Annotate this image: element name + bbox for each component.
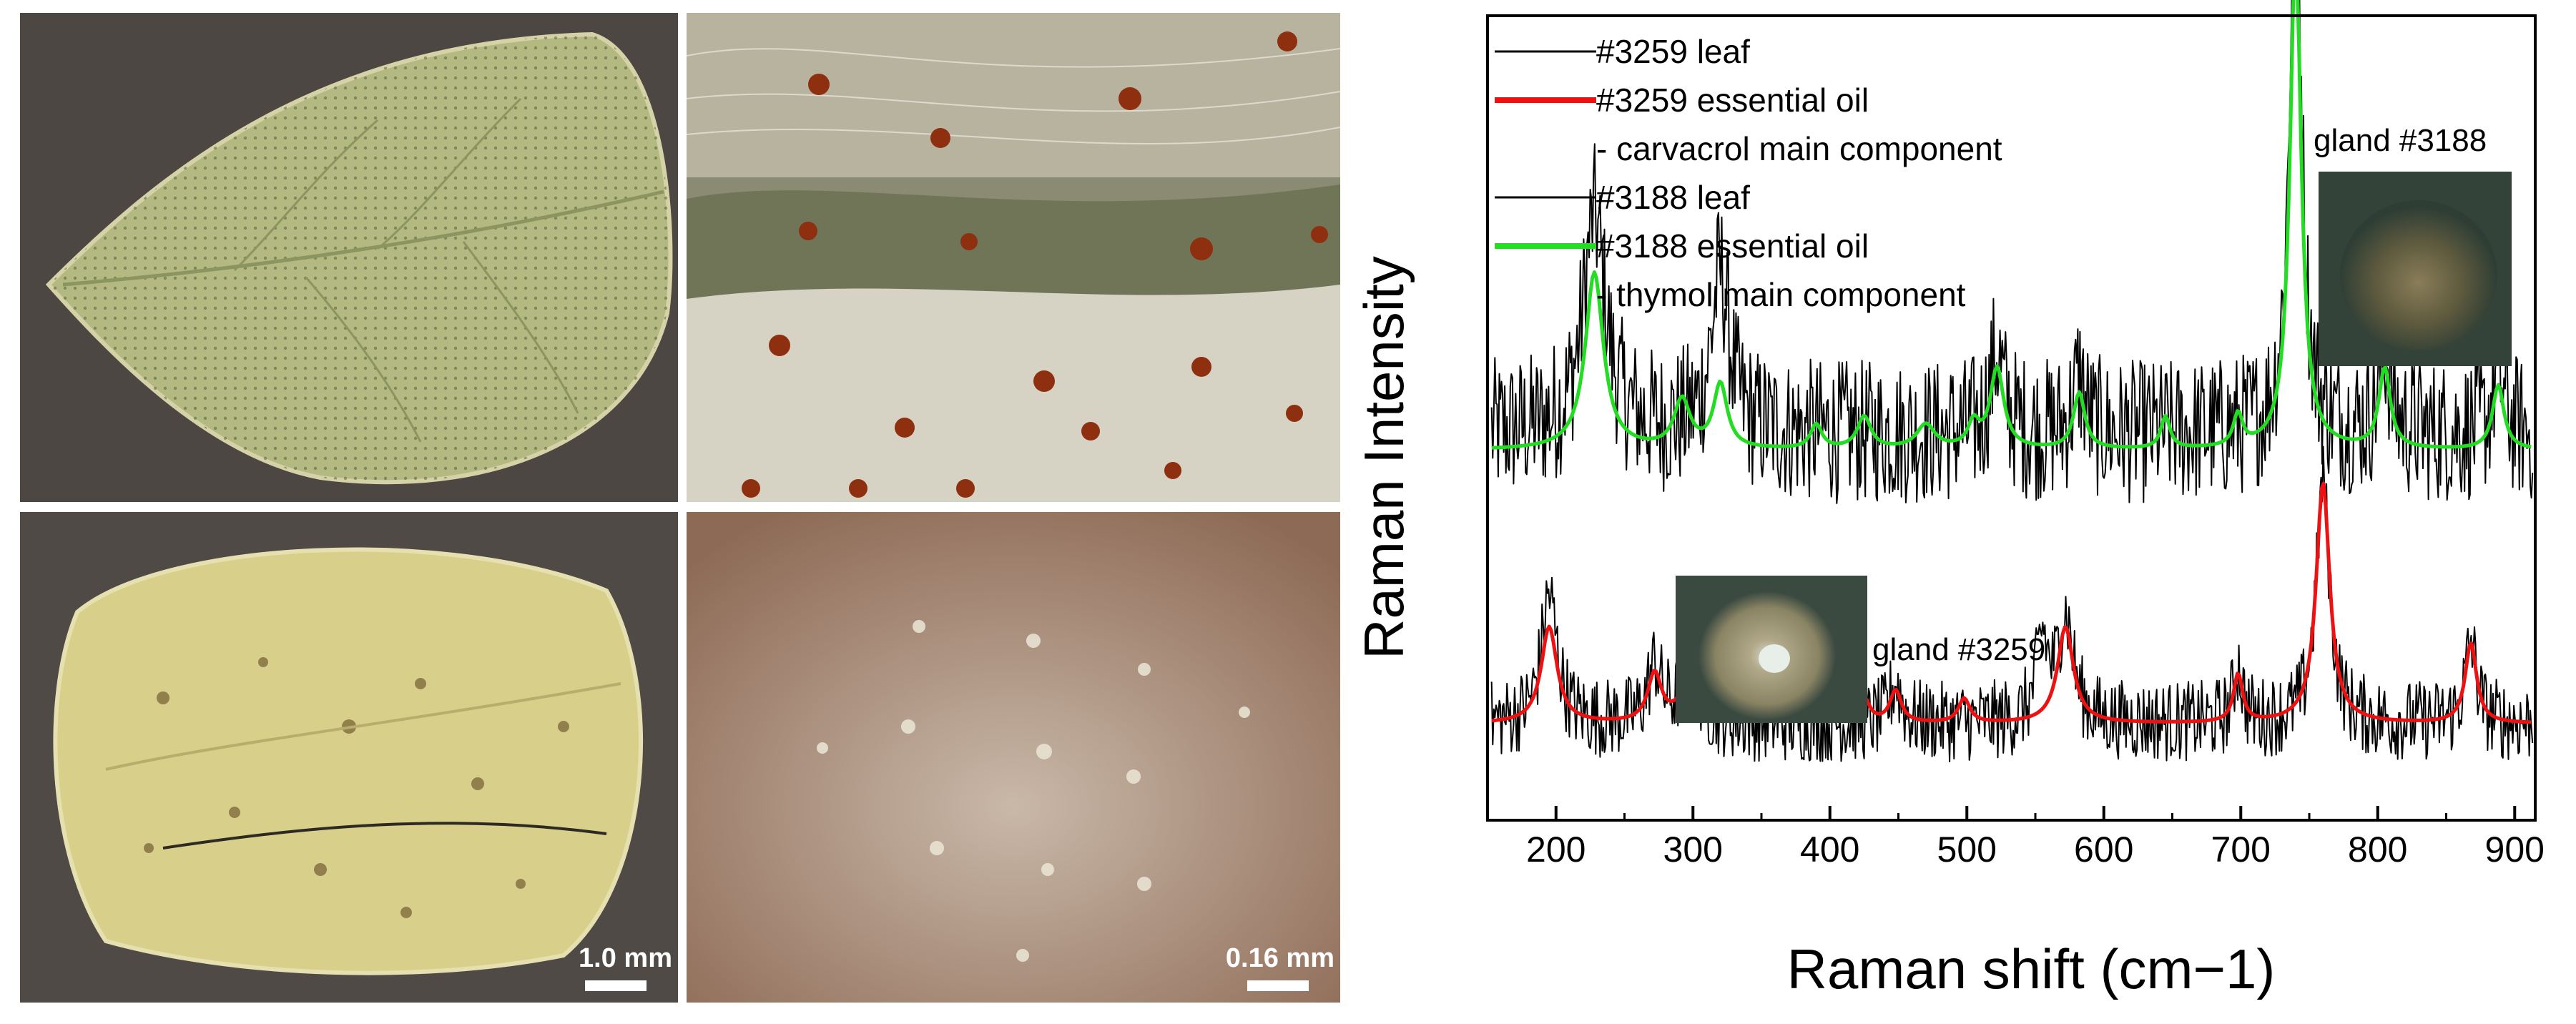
x-axis-label: Raman shift (cm−1) xyxy=(1786,937,2276,1000)
legend-swatches xyxy=(1495,50,1596,249)
legend-entry-carvacrol: - carvacrol main component xyxy=(1596,130,2002,167)
gland-3188-photo xyxy=(2319,172,2512,366)
x-tick-label-400: 400 xyxy=(1800,829,1859,870)
photo-leaf-3259: 1.0 mm xyxy=(20,512,678,1003)
x-tick-label-700: 700 xyxy=(2211,829,2271,870)
scale-bar-1mm xyxy=(585,980,647,991)
photo-leaf-3188 xyxy=(20,13,678,502)
series-line--3188-essential-oil xyxy=(1491,0,2532,450)
legend-entry-3259-oil: #3259 essential oil xyxy=(1596,82,1869,119)
legend-entry-3188-leaf: #3188 leaf xyxy=(1596,179,1750,216)
scale-bar-label-016mm: 0.16 mm xyxy=(1225,943,1334,973)
photo-glands-3188 xyxy=(687,13,1340,502)
legend-entry-thymol: - thymol main component xyxy=(1596,276,1966,313)
series-line--3259-leaf xyxy=(1490,445,2534,763)
series-line--3259-essential-oil xyxy=(1491,481,2532,724)
scale-bar-016mm xyxy=(1247,980,1309,991)
x-tick-label-500: 500 xyxy=(1937,829,1997,870)
legend-entry-3188-oil: #3188 essential oil xyxy=(1596,227,1869,265)
gland-3259-label: gland #3259 xyxy=(1872,632,2046,667)
x-tick-label-200: 200 xyxy=(1526,829,1586,870)
x-tick-label-800: 800 xyxy=(2348,829,2407,870)
y-axis-label: Raman Intensity xyxy=(1352,256,1415,659)
legend-entry-3259-leaf: #3259 leaf xyxy=(1596,33,1750,70)
photo-glands-3259: 0.16 mm xyxy=(687,512,1340,1003)
plot-frame xyxy=(1486,14,2537,822)
gland-3188-label: gland #3188 xyxy=(2314,123,2487,158)
raman-spectra-chart: 200 300 400 500 600 700 800 900 xyxy=(1359,0,2576,1024)
gland-3259-photo xyxy=(1676,576,1867,723)
x-tick-label-900: 900 xyxy=(2485,829,2545,870)
series-line--3188-leaf xyxy=(1490,0,2534,504)
x-tick-label-300: 300 xyxy=(1663,829,1723,870)
x-tick-label-600: 600 xyxy=(2074,829,2133,870)
scale-bar-label-1mm: 1.0 mm xyxy=(579,943,672,973)
